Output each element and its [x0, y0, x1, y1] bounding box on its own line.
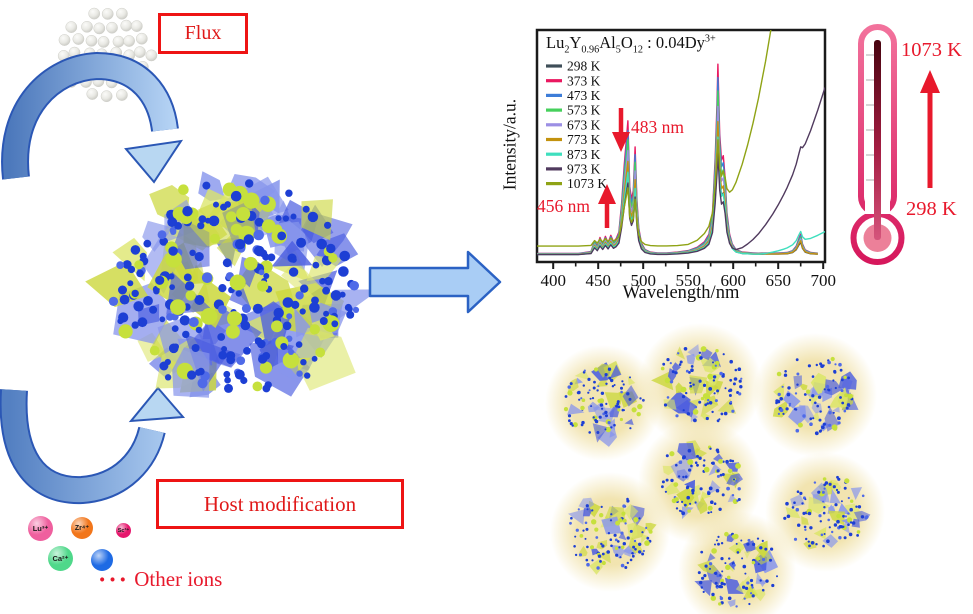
x-tick-label: 400	[540, 271, 566, 290]
x-tick-label: 600	[720, 271, 746, 290]
flux-sphere	[81, 20, 93, 33]
peak-483-arrow-icon	[612, 108, 630, 152]
y-axis-label: Intensity/a.u.	[499, 98, 520, 191]
spectrum-curve	[537, 136, 825, 256]
host-modification-label-box: Host modification	[156, 479, 404, 529]
annotation-483nm: 483 nm	[631, 117, 684, 137]
flux-sphere	[135, 32, 148, 45]
spectrum-curves	[537, 30, 825, 256]
thermometer-icon	[850, 24, 905, 265]
garnet-crystal-structure	[85, 171, 380, 398]
legend-item: 973 K	[567, 162, 601, 177]
peak-456-arrow-icon	[598, 184, 616, 228]
crystal-structure	[661, 440, 743, 520]
legend-item: 373 K	[567, 73, 601, 88]
flux-sphere	[112, 35, 125, 48]
legend-item: 573 K	[567, 103, 601, 118]
ion-sphere-1: Lu³⁺	[28, 516, 53, 541]
particle-glow	[765, 452, 885, 572]
x-tick-label: 650	[765, 271, 791, 290]
legend-item: 873 K	[567, 147, 601, 162]
crystal-structure	[568, 497, 657, 575]
crystal-structure	[772, 356, 859, 436]
flux-sphere	[93, 22, 106, 35]
x-tick-label: 500	[630, 271, 656, 290]
flux-sphere	[120, 19, 133, 32]
chart-title: Lu2Y0.96Al5O12 : 0.04Dy3+	[546, 33, 716, 56]
flux-sphere	[145, 49, 158, 62]
particle-glow	[545, 345, 661, 461]
host-modification-label: Host modification	[203, 491, 357, 516]
glowing-phosphor-particles	[545, 323, 885, 614]
spectrum-curve	[537, 87, 825, 256]
flux-sphere	[101, 8, 114, 20]
flux-sphere	[72, 33, 85, 45]
spectrum-curve	[537, 30, 772, 247]
crystal-structure	[651, 344, 743, 423]
thermometer-bottom-label: 298 K	[906, 198, 957, 220]
crystal-structure	[694, 531, 779, 608]
flux-sphere	[100, 90, 113, 103]
to-spectrum-arrow	[368, 250, 502, 314]
legend-item: 773 K	[567, 132, 601, 147]
x-tick-label: 550	[675, 271, 701, 290]
temperature-range-arrow-icon	[920, 70, 940, 188]
legend-item: 673 K	[567, 117, 601, 132]
flux-sphere	[65, 21, 78, 33]
x-tick-label: 450	[585, 271, 611, 290]
flux-sphere	[88, 7, 101, 20]
host-modification-arrow	[0, 386, 186, 505]
flux-sphere	[116, 7, 128, 20]
flux-sphere	[130, 20, 143, 32]
annotation-456nm: 456 nm	[537, 196, 590, 216]
flux-sphere	[134, 46, 146, 58]
legend-item: 298 K	[567, 59, 601, 74]
ion-sphere-2: Zr⁴⁺	[71, 517, 93, 539]
flux-label: Flux	[184, 22, 222, 44]
flux-label-box: Flux	[158, 13, 248, 54]
ellipsis-dots: ···	[98, 567, 130, 594]
flux-sphere	[97, 36, 110, 48]
ion-sphere-5	[91, 549, 113, 571]
flux-sphere	[106, 21, 118, 34]
crystal-structure	[85, 171, 380, 398]
flux-sphere	[58, 34, 71, 46]
crystal-structure	[563, 360, 645, 447]
thermometer-top-label: 1073 K	[901, 39, 962, 61]
flux-sphere	[123, 35, 135, 47]
flux-sphere	[85, 34, 98, 47]
ion-sphere-4: Ca²⁺	[48, 546, 73, 571]
legend-item: 1073 K	[567, 176, 607, 191]
ion-sphere-3: Sc³⁺	[116, 523, 131, 538]
plot-frame	[535, 28, 827, 264]
other-ions-row: ··· Other ions	[98, 567, 222, 595]
x-axis-label: Wavelength/nm	[622, 283, 740, 303]
x-axis-ticks: 400 450 500 550 600 650 700	[540, 262, 836, 290]
flux-sphere	[116, 89, 128, 101]
flux-sphere	[86, 88, 99, 100]
flux-process-arrow	[1, 51, 184, 184]
x-tick-label: 700	[810, 271, 836, 290]
other-ions-label: Other ions	[134, 567, 223, 591]
crystal-structure	[783, 475, 871, 550]
legend-item: 473 K	[567, 88, 601, 103]
